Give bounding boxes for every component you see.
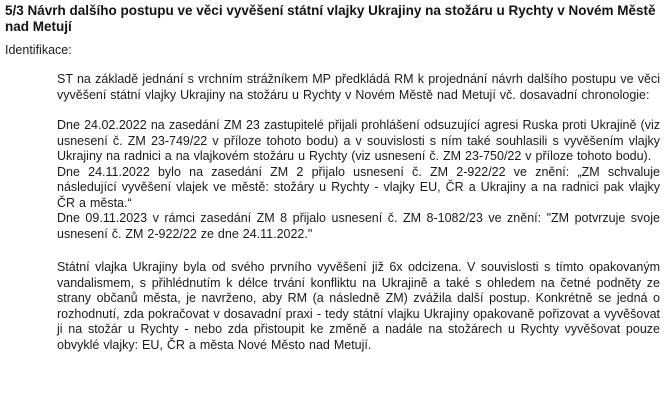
- document-title: 5/3 Návrh dalšího postupu ve věci vyvěše…: [5, 3, 656, 34]
- chronology-entry-2022-11-24: Dne 24.11.2022 bylo na zasedání ZM 2 při…: [57, 164, 660, 210]
- chronology-entry-2023-11-09: Dne 09.11.2023 v rámci zasedání ZM 8 při…: [57, 211, 660, 241]
- intro-paragraph: ST na základě jednání s vrchním strážník…: [57, 72, 660, 102]
- document-body: ST na základě jednání s vrchním strážník…: [57, 72, 660, 353]
- chronology-block: Dne 24.02.2022 na zasedání ZM 23 zastupi…: [57, 118, 660, 242]
- document-page: 5/3 Návrh dalšího postupu ve věci vyvěše…: [5, 3, 660, 353]
- chronology-entry-2022-02-24: Dne 24.02.2022 na zasedání ZM 23 zastupi…: [57, 118, 660, 163]
- identification-label: Identifikace:: [5, 43, 72, 57]
- proposal-paragraph: Státní vlajka Ukrajiny byla od svého prv…: [57, 260, 660, 352]
